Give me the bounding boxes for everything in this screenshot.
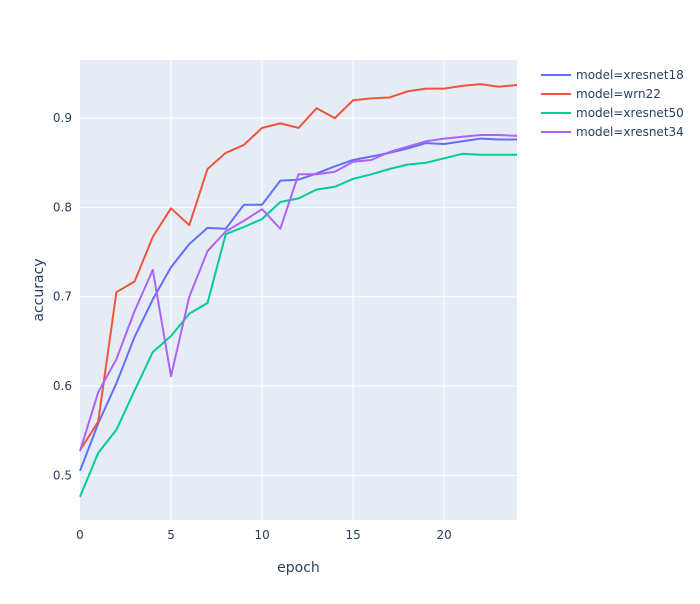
legend-item-wrn22[interactable]: model=wrn22 xyxy=(541,87,661,101)
x-tick-labels: 0 5 10 15 20 xyxy=(76,528,452,542)
series-line-wrn22[interactable] xyxy=(79,83,518,451)
y-axis-title: accuracy xyxy=(31,258,47,321)
plot-background xyxy=(80,60,517,520)
legend-label: model=wrn22 xyxy=(576,87,661,101)
legend-label: model=xresnet18 xyxy=(576,68,684,82)
series-line-xresnet50[interactable] xyxy=(79,152,517,498)
x-tick-label: 10 xyxy=(254,528,269,542)
y-tick-label: 0.9 xyxy=(53,111,72,125)
x-tick-label: 15 xyxy=(345,528,360,542)
y-tick-label: 0.7 xyxy=(53,290,72,304)
legend-item-xresnet50[interactable]: model=xresnet50 xyxy=(541,106,684,120)
y-tick-labels: 0.5 0.6 0.7 0.8 0.9 xyxy=(53,111,72,482)
y-gridlines xyxy=(80,117,517,476)
series-lines xyxy=(79,83,518,498)
x-tick-label: 0 xyxy=(76,528,84,542)
legend-item-xresnet34[interactable]: model=xresnet34 xyxy=(541,125,684,139)
series-line-xresnet34[interactable] xyxy=(79,134,518,452)
y-tick-label: 0.6 xyxy=(53,379,72,393)
x-tick-label: 5 xyxy=(167,528,175,542)
x-gridlines xyxy=(170,60,445,520)
x-tick-label: 20 xyxy=(437,528,452,542)
legend-label: model=xresnet34 xyxy=(576,125,684,139)
y-tick-label: 0.5 xyxy=(53,468,72,482)
series-line-xresnet18[interactable] xyxy=(79,137,517,472)
legend-label: model=xresnet50 xyxy=(576,106,684,120)
x-axis-title: epoch xyxy=(277,560,320,576)
legend[interactable]: model=xresnet18 model=wrn22 model=xresnet5… xyxy=(541,68,684,139)
legend-item-xresnet18[interactable]: model=xresnet18 xyxy=(541,68,684,82)
y-tick-label: 0.8 xyxy=(53,200,72,214)
